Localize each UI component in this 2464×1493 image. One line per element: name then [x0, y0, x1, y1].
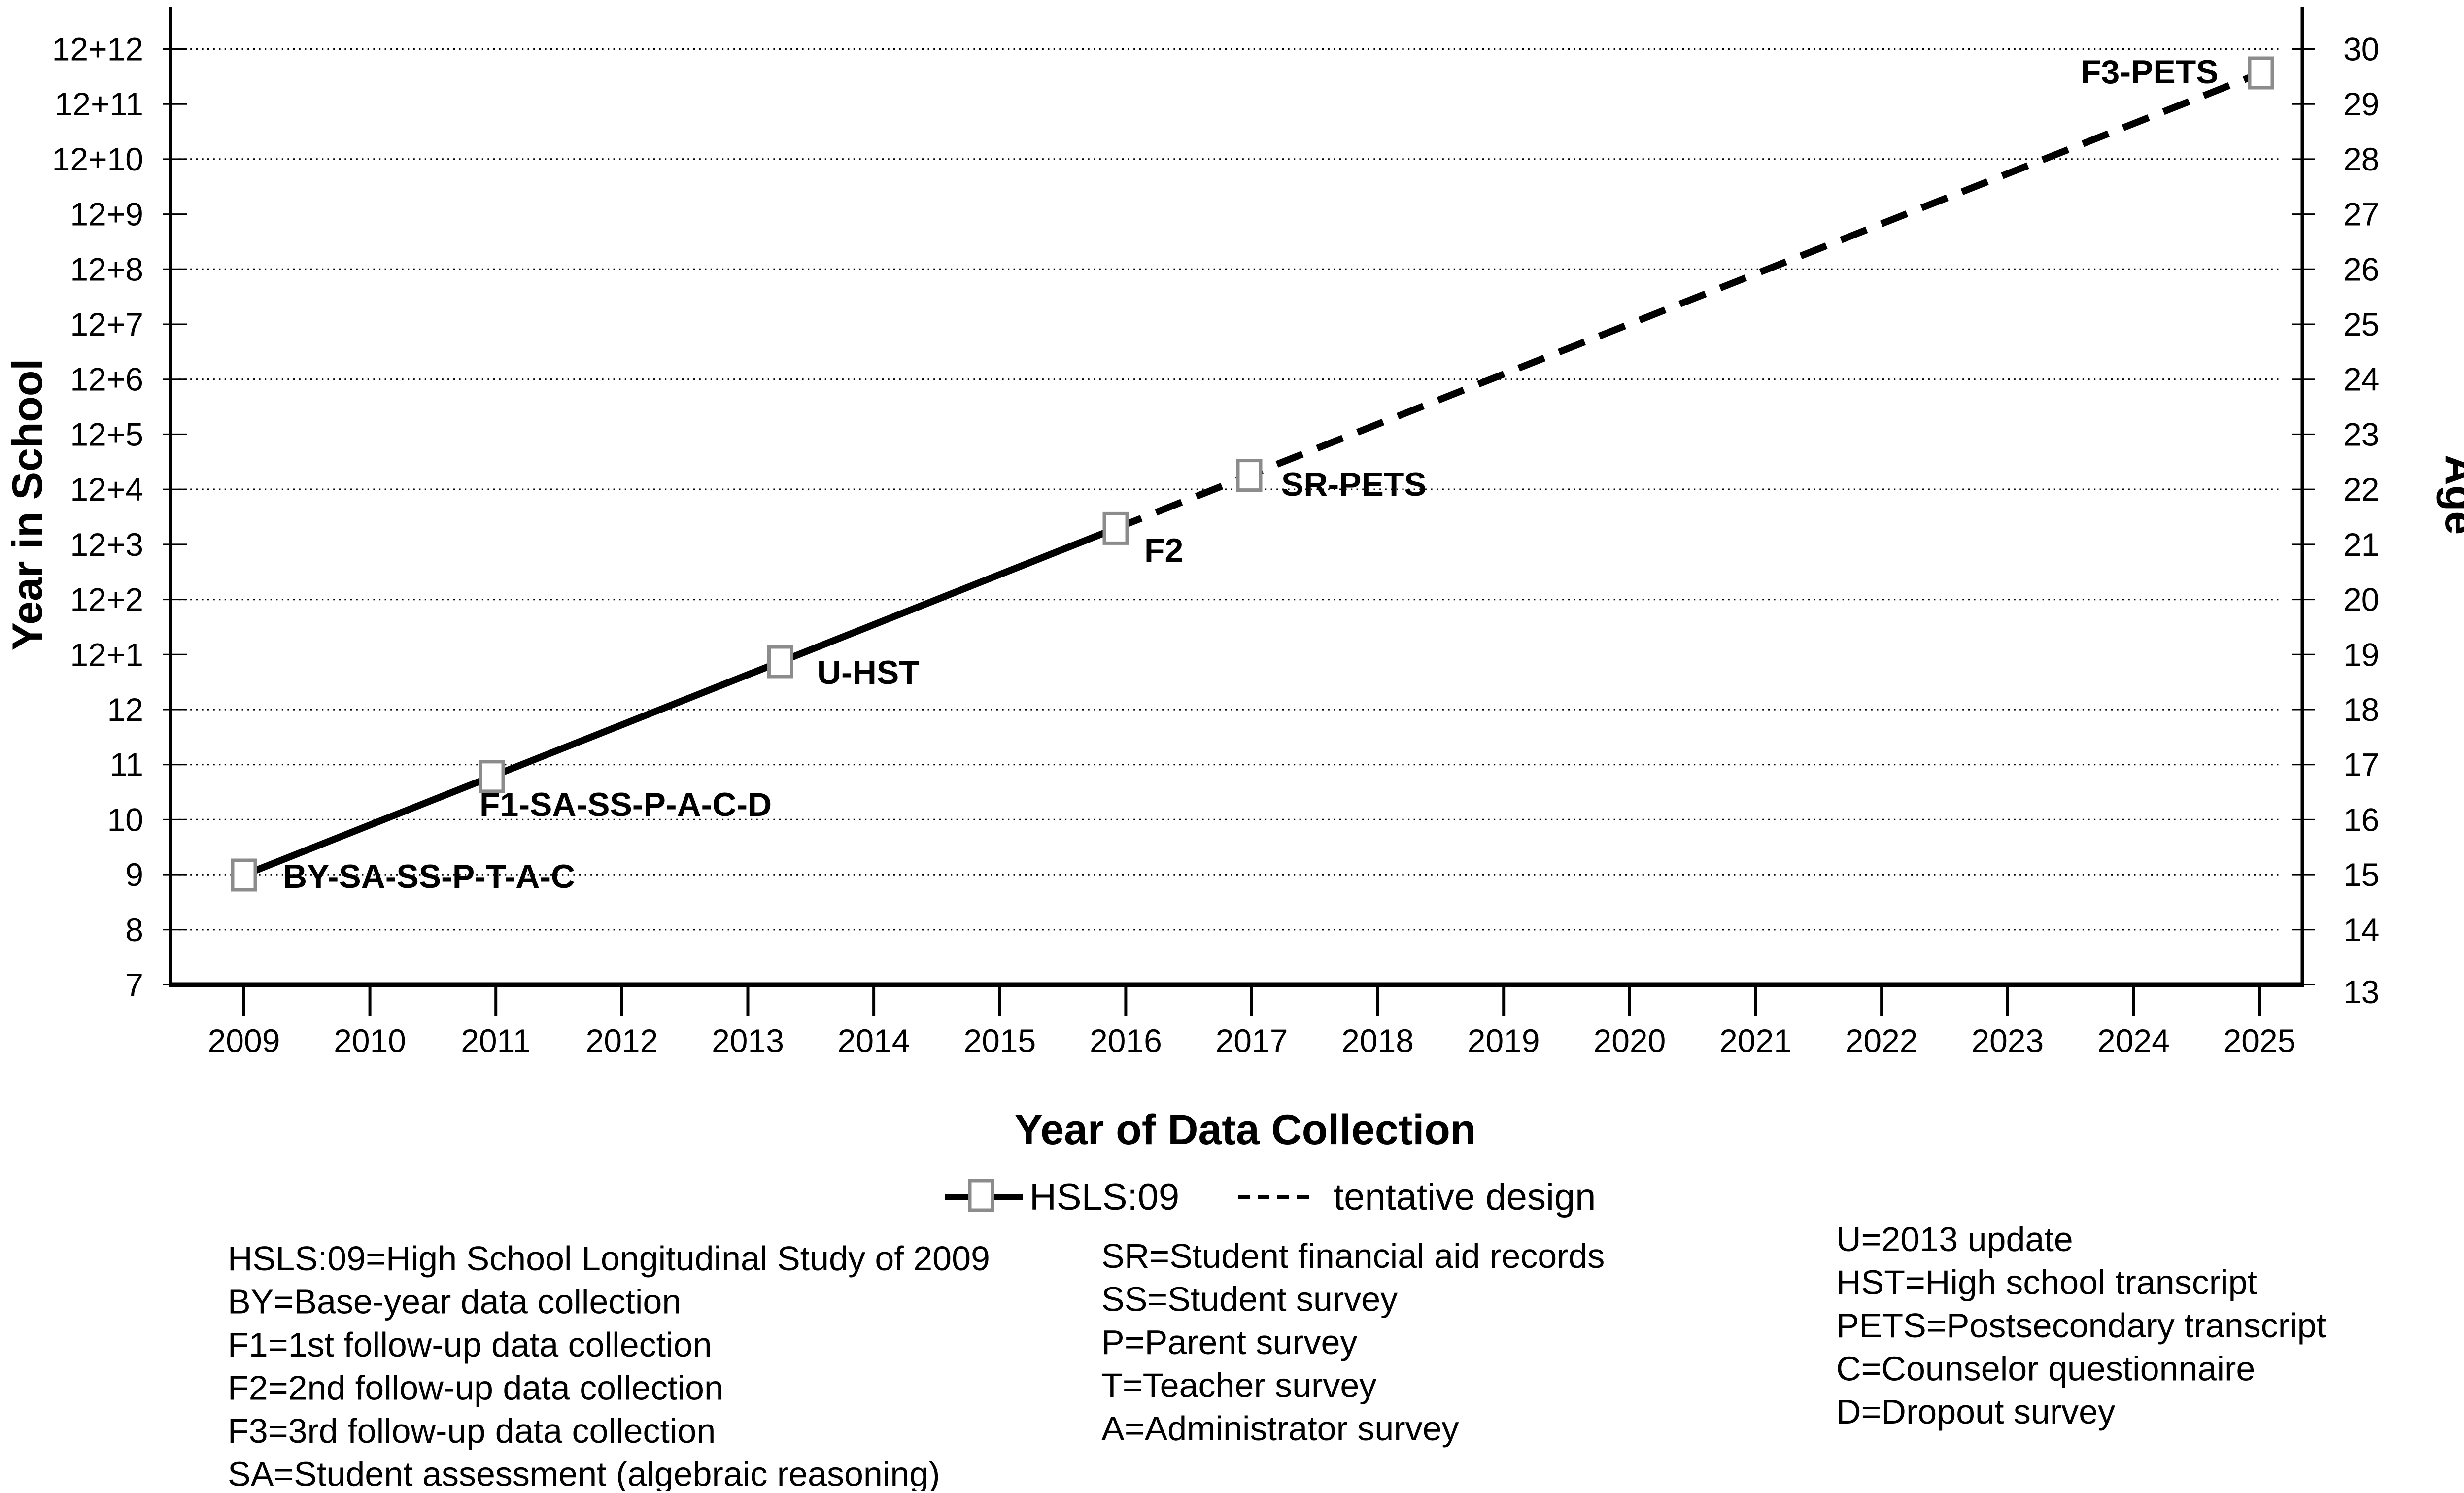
svg-text:tentative design: tentative design	[1334, 1176, 1596, 1218]
svg-text:2009: 2009	[208, 1022, 280, 1059]
svg-text:12+10: 12+10	[52, 141, 143, 177]
svg-text:12+12: 12+12	[52, 31, 143, 68]
svg-text:SR=Student financial aid recor: SR=Student financial aid records	[1101, 1237, 1605, 1275]
svg-text:29: 29	[2343, 86, 2379, 122]
svg-text:21: 21	[2343, 526, 2379, 563]
svg-text:11: 11	[109, 746, 143, 783]
svg-text:16: 16	[2343, 801, 2379, 838]
svg-text:18: 18	[2343, 691, 2379, 728]
svg-text:12: 12	[107, 691, 143, 728]
svg-text:2024: 2024	[2097, 1022, 2170, 1059]
svg-text:23: 23	[2343, 416, 2379, 452]
svg-text:2025: 2025	[2224, 1022, 2296, 1059]
svg-text:T=Teacher survey: T=Teacher survey	[1101, 1366, 1376, 1405]
svg-text:10: 10	[107, 801, 143, 838]
svg-text:2015: 2015	[963, 1022, 1036, 1059]
svg-text:F2=2nd follow-up data collecti: F2=2nd follow-up data collection	[228, 1368, 723, 1407]
svg-text:12+6: 12+6	[70, 361, 143, 398]
svg-text:SS=Student survey: SS=Student survey	[1101, 1280, 1398, 1319]
svg-text:F3=3rd follow-up data collecti: F3=3rd follow-up data collection	[228, 1412, 716, 1450]
svg-text:SA=Student assessment (algebra: SA=Student assessment (algebraic reasoni…	[228, 1455, 940, 1491]
svg-text:BY-SA-SS-P-T-A-C: BY-SA-SS-P-T-A-C	[283, 858, 575, 895]
svg-text:2022: 2022	[1846, 1022, 1918, 1059]
svg-text:27: 27	[2343, 196, 2379, 233]
svg-text:P=Parent survey: P=Parent survey	[1101, 1323, 1357, 1361]
svg-text:2021: 2021	[1719, 1022, 1792, 1059]
svg-text:A=Administrator survey: A=Administrator survey	[1101, 1409, 1459, 1448]
svg-text:25: 25	[2343, 306, 2379, 342]
svg-text:13: 13	[2343, 974, 2379, 1010]
svg-text:12+11: 12+11	[55, 86, 143, 122]
svg-text:Age: Age	[2436, 455, 2464, 535]
svg-text:12+4: 12+4	[70, 471, 143, 508]
svg-text:HSLS:09: HSLS:09	[1029, 1176, 1179, 1218]
svg-text:9: 9	[125, 856, 143, 893]
svg-text:2013: 2013	[712, 1022, 784, 1059]
svg-text:8: 8	[125, 912, 143, 948]
svg-text:2020: 2020	[1593, 1022, 1666, 1059]
svg-text:2023: 2023	[1971, 1022, 2044, 1059]
svg-text:15: 15	[2343, 856, 2379, 893]
svg-text:2017: 2017	[1216, 1022, 1288, 1059]
svg-text:U=2013 update: U=2013 update	[1836, 1220, 2073, 1258]
svg-text:U-HST: U-HST	[817, 654, 920, 691]
svg-text:28: 28	[2343, 141, 2379, 177]
svg-text:12+8: 12+8	[70, 251, 143, 287]
svg-text:30: 30	[2343, 31, 2379, 68]
svg-text:Year in School: Year in School	[4, 359, 51, 651]
svg-text:19: 19	[2343, 636, 2379, 673]
svg-text:26: 26	[2343, 251, 2379, 287]
svg-text:12+7: 12+7	[70, 306, 143, 342]
svg-text:2011: 2011	[461, 1022, 531, 1059]
svg-text:F1-SA-SS-P-A-C-D: F1-SA-SS-P-A-C-D	[479, 786, 772, 823]
svg-text:2012: 2012	[585, 1022, 658, 1059]
svg-text:7: 7	[125, 967, 143, 1003]
svg-text:F3-PETS: F3-PETS	[2081, 53, 2219, 91]
svg-text:12+1: 12+1	[70, 636, 143, 673]
svg-text:2014: 2014	[838, 1022, 910, 1059]
svg-text:12+2: 12+2	[70, 581, 143, 618]
svg-text:12+5: 12+5	[70, 416, 143, 452]
svg-text:D=Dropout survey: D=Dropout survey	[1836, 1392, 2115, 1431]
svg-text:24: 24	[2343, 361, 2379, 398]
svg-text:2010: 2010	[334, 1022, 406, 1059]
svg-text:PETS=Postsecondary transcript: PETS=Postsecondary transcript	[1836, 1306, 2326, 1345]
svg-text:SR-PETS: SR-PETS	[1281, 466, 1427, 503]
svg-text:HST=High school transcript: HST=High school transcript	[1836, 1263, 2257, 1302]
svg-text:HSLS:09=High School Longitudin: HSLS:09=High School Longitudinal Study o…	[228, 1239, 990, 1278]
svg-text:20: 20	[2343, 581, 2379, 618]
svg-text:14: 14	[2343, 912, 2379, 948]
svg-text:Year of Data Collection: Year of Data Collection	[1015, 1106, 1476, 1154]
svg-text:12+3: 12+3	[70, 526, 143, 563]
svg-text:2016: 2016	[1090, 1022, 1162, 1059]
svg-text:2019: 2019	[1468, 1022, 1540, 1059]
svg-text:12+9: 12+9	[70, 196, 143, 233]
svg-text:22: 22	[2343, 471, 2379, 508]
svg-text:BY=Base-year data collection: BY=Base-year data collection	[228, 1282, 681, 1321]
svg-text:F1=1st follow-up data collecti: F1=1st follow-up data collection	[228, 1325, 712, 1364]
svg-text:2018: 2018	[1341, 1022, 1414, 1059]
svg-text:F2: F2	[1144, 532, 1183, 569]
svg-text:C=Counselor questionnaire: C=Counselor questionnaire	[1836, 1350, 2255, 1388]
svg-text:17: 17	[2343, 746, 2379, 783]
